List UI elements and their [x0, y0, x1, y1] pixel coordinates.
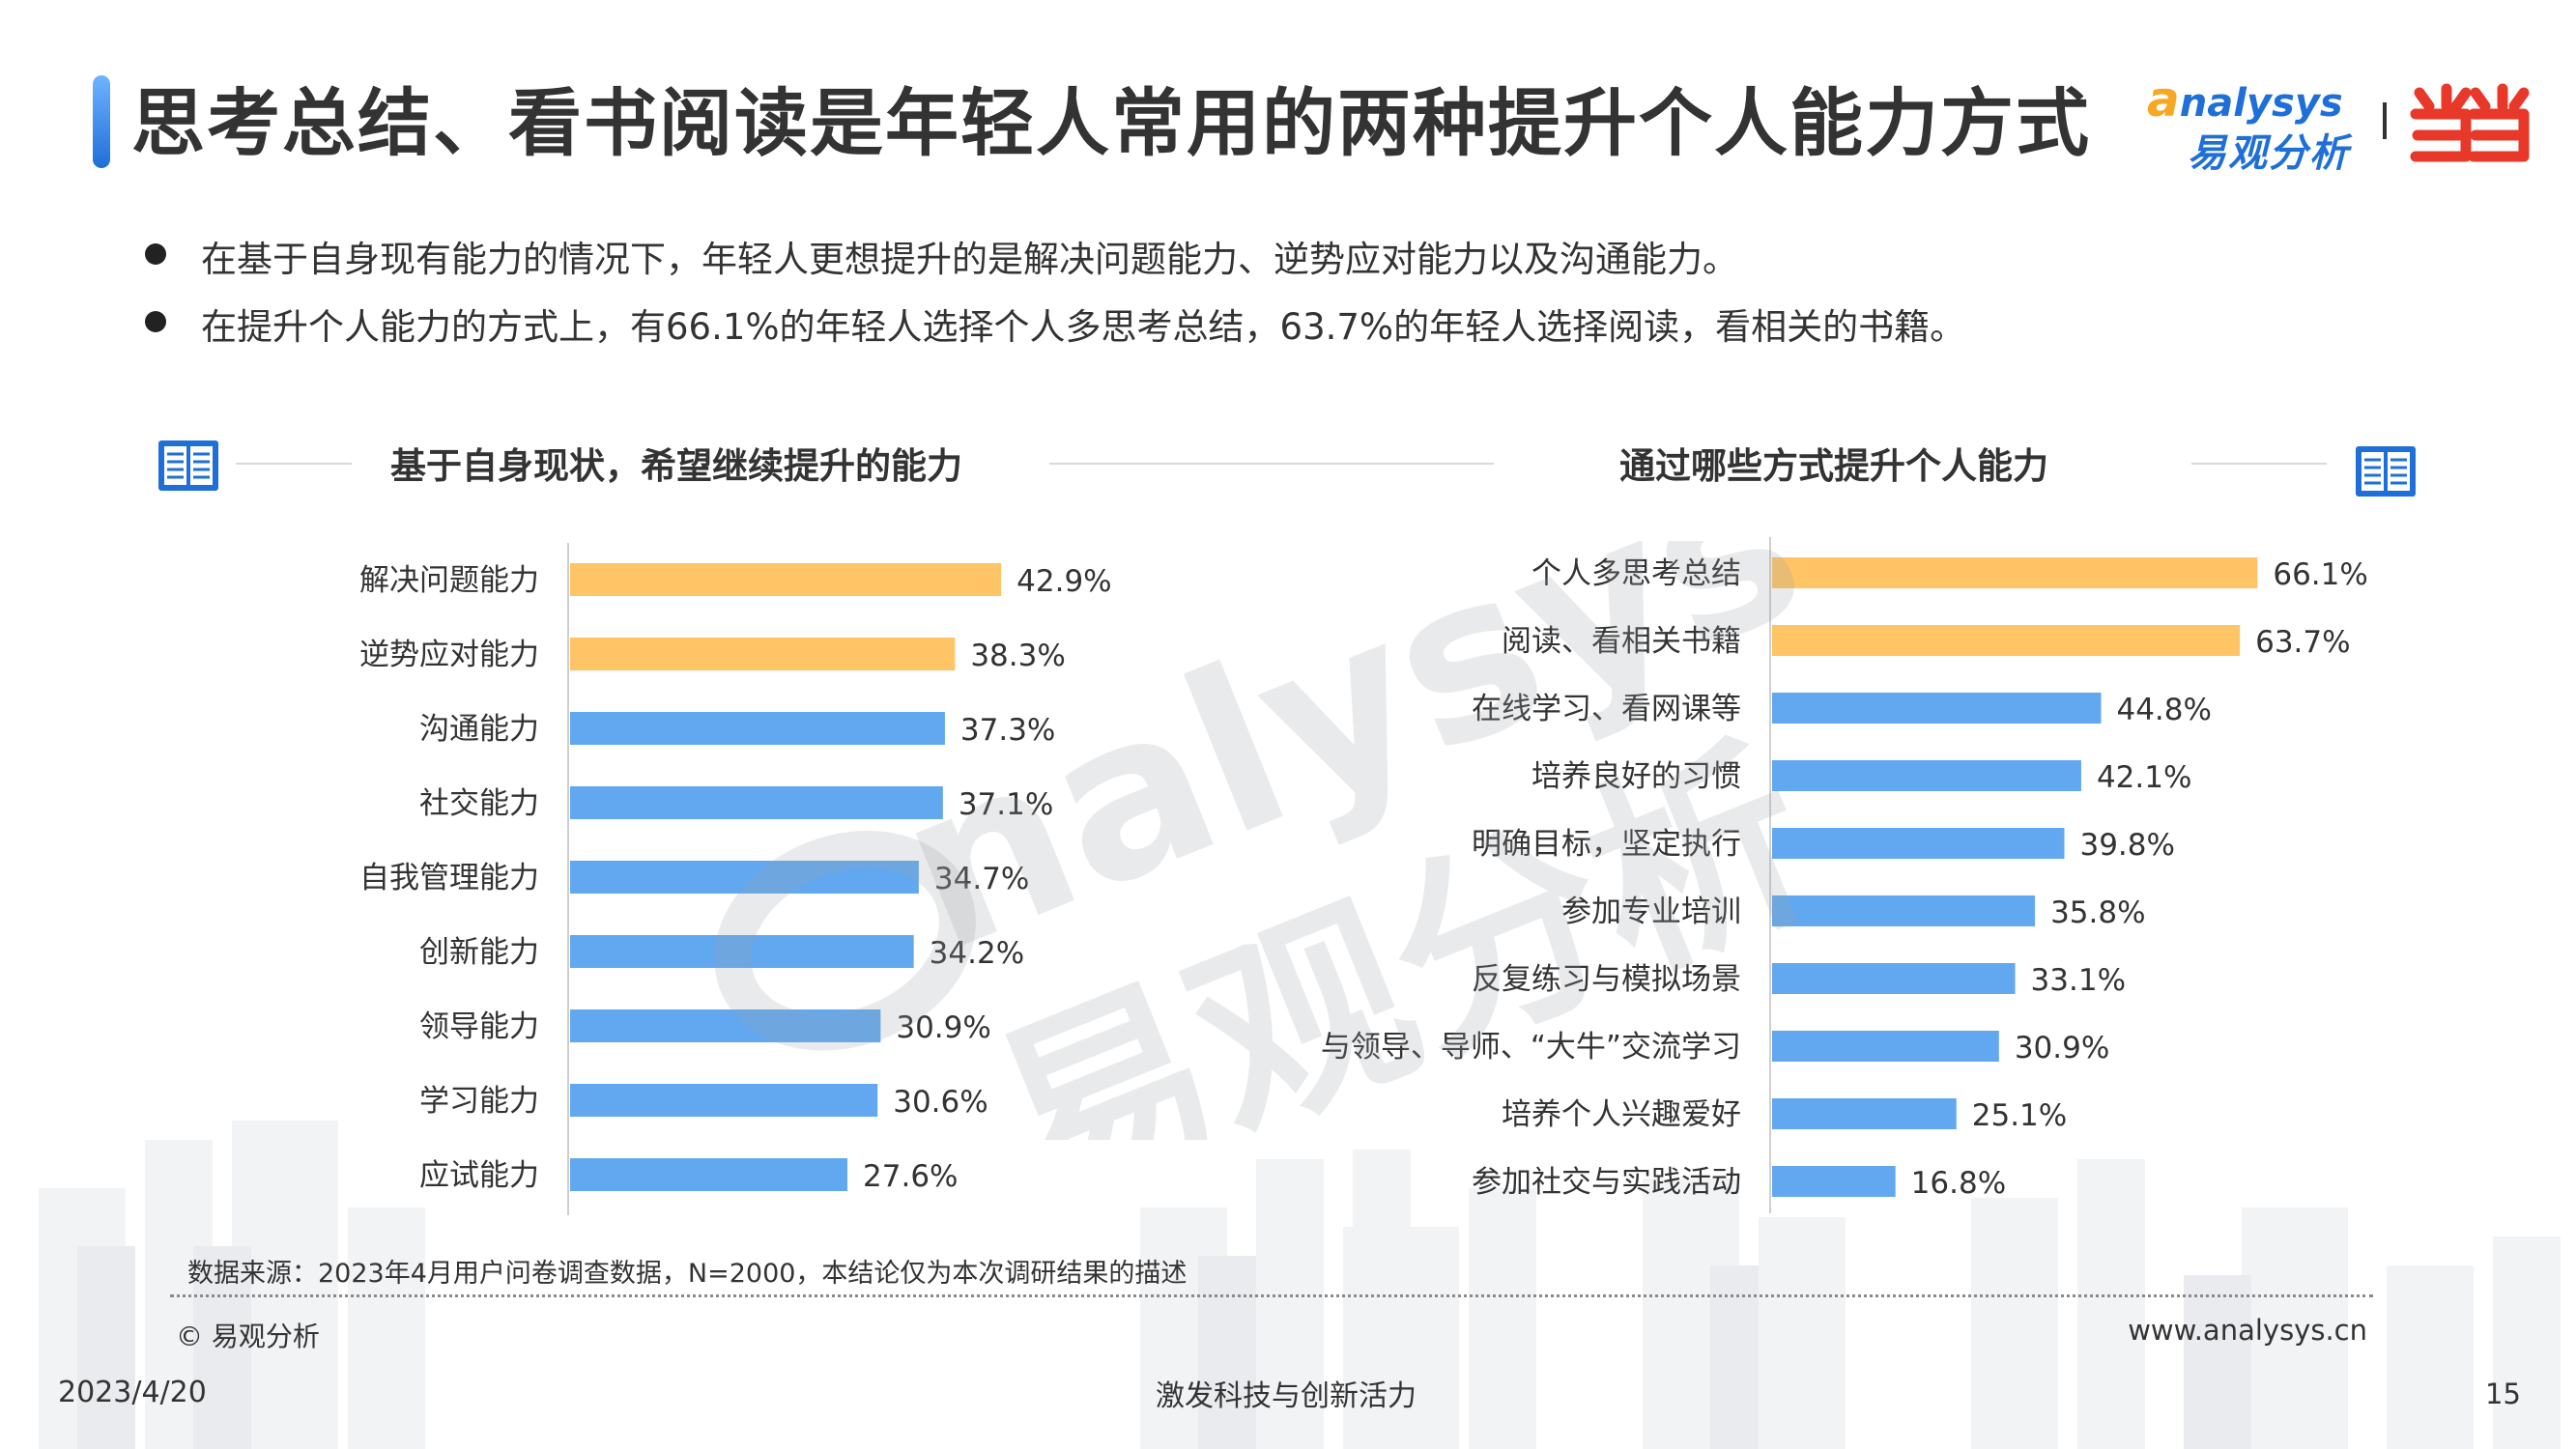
bar — [1772, 1098, 1957, 1129]
section-divider — [2191, 463, 2327, 465]
page-number: 15 — [2485, 1378, 2521, 1410]
bar — [570, 861, 919, 894]
category-label: 在线学习、看网课等 — [1472, 692, 1741, 726]
analysys-logo-cn: 易观分析 — [2188, 131, 2350, 176]
bar — [570, 786, 943, 819]
bar — [1772, 963, 2016, 994]
category-label: 应试能力 — [419, 1158, 539, 1193]
bar — [570, 638, 956, 670]
category-label: 培养个人兴趣爱好 — [1502, 1097, 1741, 1132]
bar — [1772, 625, 2241, 656]
category-label: 与领导、导师、“大牛”交流学习 — [1321, 1030, 1741, 1065]
footer-slogan: 激发科技与创新活力 — [1156, 1379, 1417, 1413]
category-label: 沟通能力 — [419, 712, 539, 747]
title-accent-bar — [93, 75, 110, 168]
value-label: 35.8% — [2050, 895, 2145, 930]
category-label: 参加专业培训 — [1561, 895, 1741, 929]
chart-methods-svg: 个人多思考总结 66.1% 阅读、看相关书籍 63.7% 在线学习、看网课等 44.8% 培… — [1321, 537, 2368, 1213]
report-date: 2023/4/20 — [58, 1376, 207, 1409]
category-label: 培养良好的习惯 — [1531, 759, 1741, 794]
logo-divider — [2383, 102, 2387, 139]
bar — [570, 1009, 881, 1042]
bullet-dot-icon — [145, 243, 166, 265]
value-label: 37.3% — [960, 713, 1055, 748]
value-label: 30.9% — [2015, 1031, 2109, 1065]
value-label: 34.7% — [934, 862, 1029, 896]
section-divider — [236, 463, 352, 465]
bar — [1772, 1166, 1896, 1197]
book-icon — [158, 440, 218, 491]
bar — [1772, 828, 2065, 859]
value-label: 42.1% — [2097, 760, 2191, 795]
value-label: 38.3% — [970, 639, 1065, 673]
chart-methods: 个人多思考总结 66.1% 阅读、看相关书籍 63.7% 在线学习、看网课等 44.8% 培… — [1321, 537, 2368, 1213]
page-title: 思考总结、看书阅读是年轻人常用的两种提升个人能力方式 — [131, 80, 2091, 166]
footer-divider — [170, 1294, 2373, 1297]
value-label: 30.6% — [893, 1085, 987, 1120]
chart-abilities-svg: 解决问题能力 42.9% 逆势应对能力 38.3% 沟通能力 37.3% 社交能力 37.1%… — [359, 543, 1112, 1215]
value-label: 34.2% — [930, 936, 1024, 971]
analysys-logo-text: analysys — [2147, 71, 2343, 128]
category-label: 个人多思考总结 — [1531, 556, 1741, 591]
category-label: 参加社交与实践活动 — [1472, 1165, 1741, 1200]
chart-right-title: 通过哪些方式提升个人能力 — [1619, 445, 2048, 487]
bar — [570, 712, 945, 745]
bar — [570, 563, 1002, 596]
value-label: 44.8% — [2116, 693, 2211, 727]
value-label: 42.9% — [1016, 564, 1111, 599]
value-label: 63.7% — [2255, 625, 2350, 660]
bullet-dot-icon — [145, 311, 166, 332]
bar — [570, 1084, 878, 1117]
bar — [570, 1158, 848, 1191]
value-label: 16.8% — [1911, 1166, 2006, 1201]
category-label: 自我管理能力 — [359, 861, 539, 895]
value-label: 30.9% — [896, 1010, 990, 1045]
bar — [570, 935, 914, 968]
analysys-logo: analysys 易观分析 — [2147, 71, 2369, 178]
value-label: 66.1% — [2273, 557, 2367, 592]
category-label: 逆势应对能力 — [359, 638, 539, 672]
copyright-text: © 易观分析 — [176, 1321, 320, 1352]
summary-bullets: 在基于自身现有能力的情况下，年轻人更想提升的是解决问题能力、逆势应对能力以及沟通… — [139, 230, 1965, 365]
bar — [1772, 557, 2258, 588]
website-link[interactable]: www.analysys.cn — [2128, 1314, 2367, 1347]
value-label: 25.1% — [1972, 1098, 2067, 1133]
section-divider — [1049, 463, 1494, 465]
category-label: 反复练习与模拟场景 — [1472, 962, 1741, 997]
category-label: 学习能力 — [419, 1084, 539, 1119]
chart-abilities: 解决问题能力 42.9% 逆势应对能力 38.3% 沟通能力 37.3% 社交能力 37.1%… — [0, 0, 1256, 1260]
chart-left-title: 基于自身现状，希望继续提升的能力 — [390, 445, 962, 487]
book-icon — [2356, 446, 2416, 497]
category-label: 明确目标，坚定执行 — [1472, 827, 1741, 862]
category-label: 阅读、看相关书籍 — [1502, 624, 1741, 659]
category-label: 创新能力 — [419, 935, 539, 970]
summary-bullet: 在基于自身现有能力的情况下，年轻人更想提升的是解决问题能力、逆势应对能力以及沟通… — [139, 230, 1965, 298]
bar — [1772, 1031, 1999, 1062]
value-label: 27.6% — [863, 1159, 958, 1194]
bar — [1772, 693, 2102, 724]
value-label: 37.1% — [959, 787, 1053, 822]
summary-bullet: 在提升个人能力的方式上，有66.1%的年轻人选择个人多思考总结，63.7%的年轻… — [139, 298, 1965, 365]
dangdang-logo: 当当 — [2410, 83, 2530, 162]
bar — [1772, 895, 2036, 926]
bar — [1772, 760, 2081, 791]
value-label: 39.8% — [2079, 828, 2174, 863]
category-label: 解决问题能力 — [359, 563, 539, 598]
category-label: 社交能力 — [419, 786, 539, 821]
data-source-note: 数据来源：2023年4月用户问卷调查数据，N=2000，本结论仅为本次调研结果的… — [187, 1259, 1188, 1289]
value-label: 33.1% — [2031, 963, 2126, 998]
category-label: 领导能力 — [419, 1009, 539, 1044]
